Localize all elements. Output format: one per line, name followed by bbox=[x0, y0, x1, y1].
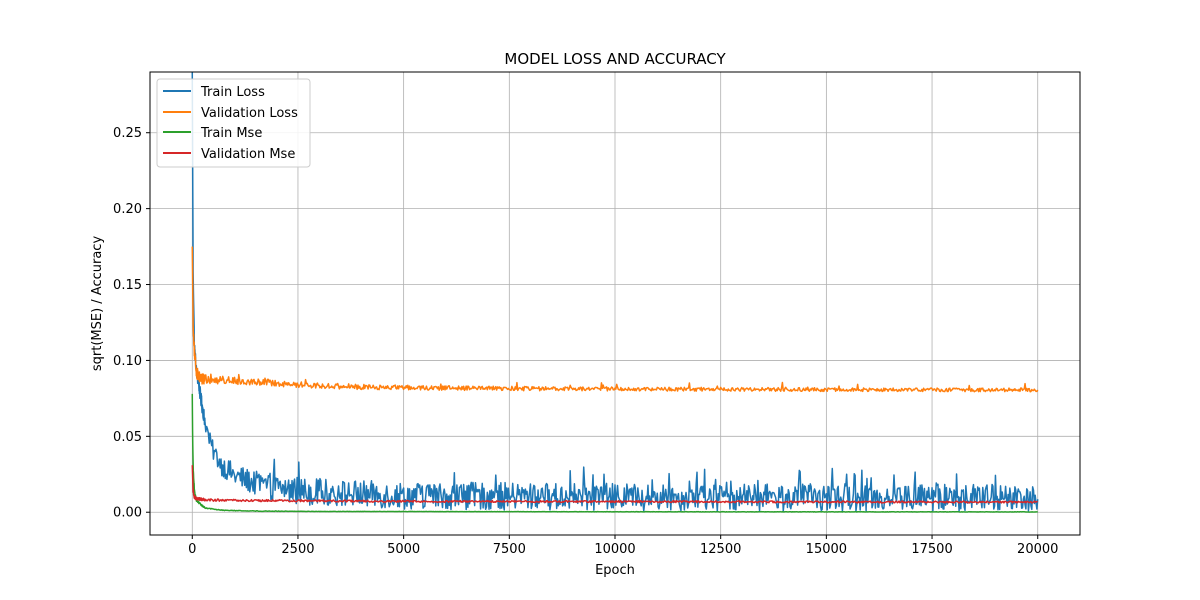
series-line-validation-loss bbox=[191, 246, 1039, 393]
y-tick-label: 0.00 bbox=[113, 506, 142, 521]
y-axis-ticks: 0.00 0.05 0.10 0.15 0.20 0.25 bbox=[113, 126, 150, 521]
x-tick-label: 12500 bbox=[700, 542, 741, 557]
legend-label-train-mse: Train Mse bbox=[200, 126, 262, 141]
chart-title: MODEL LOSS AND ACCURACY bbox=[504, 50, 726, 68]
y-tick-label: 0.15 bbox=[113, 278, 142, 293]
legend-box bbox=[156, 78, 311, 168]
x-axis-title: Epoch bbox=[595, 563, 635, 578]
x-tick-label: 0 bbox=[188, 542, 196, 557]
legend: Train Loss Validation Loss Train Mse Val… bbox=[156, 78, 311, 168]
x-tick-label: 2500 bbox=[281, 542, 314, 557]
legend-label-train-loss: Train Loss bbox=[200, 85, 265, 100]
x-tick-label: 17500 bbox=[911, 542, 952, 557]
legend-label-validation-mse: Validation Mse bbox=[201, 147, 295, 162]
legend-label-validation-loss: Validation Loss bbox=[201, 106, 298, 121]
x-tick-label: 10000 bbox=[594, 542, 635, 557]
x-tick-label: 5000 bbox=[387, 542, 420, 557]
series-line-train-loss bbox=[191, 71, 1039, 512]
y-axis-title: sqrt(MSE) / Accuracy bbox=[90, 236, 105, 372]
y-tick-label: 0.20 bbox=[113, 202, 142, 217]
x-tick-label: 15000 bbox=[806, 542, 847, 557]
x-tick-label: 7500 bbox=[493, 542, 526, 557]
series-line-validation-mse bbox=[191, 465, 1038, 504]
series-layer bbox=[191, 71, 1039, 513]
x-axis-ticks: 0 2500 5000 7500 10000 12500 15000 17500 20000 bbox=[188, 535, 1058, 557]
y-tick-label: 0.25 bbox=[113, 126, 142, 141]
x-tick-label: 20000 bbox=[1017, 542, 1058, 557]
y-tick-label: 0.10 bbox=[113, 354, 142, 369]
series-line-train-mse bbox=[191, 393, 1038, 513]
y-tick-label: 0.05 bbox=[113, 430, 142, 445]
